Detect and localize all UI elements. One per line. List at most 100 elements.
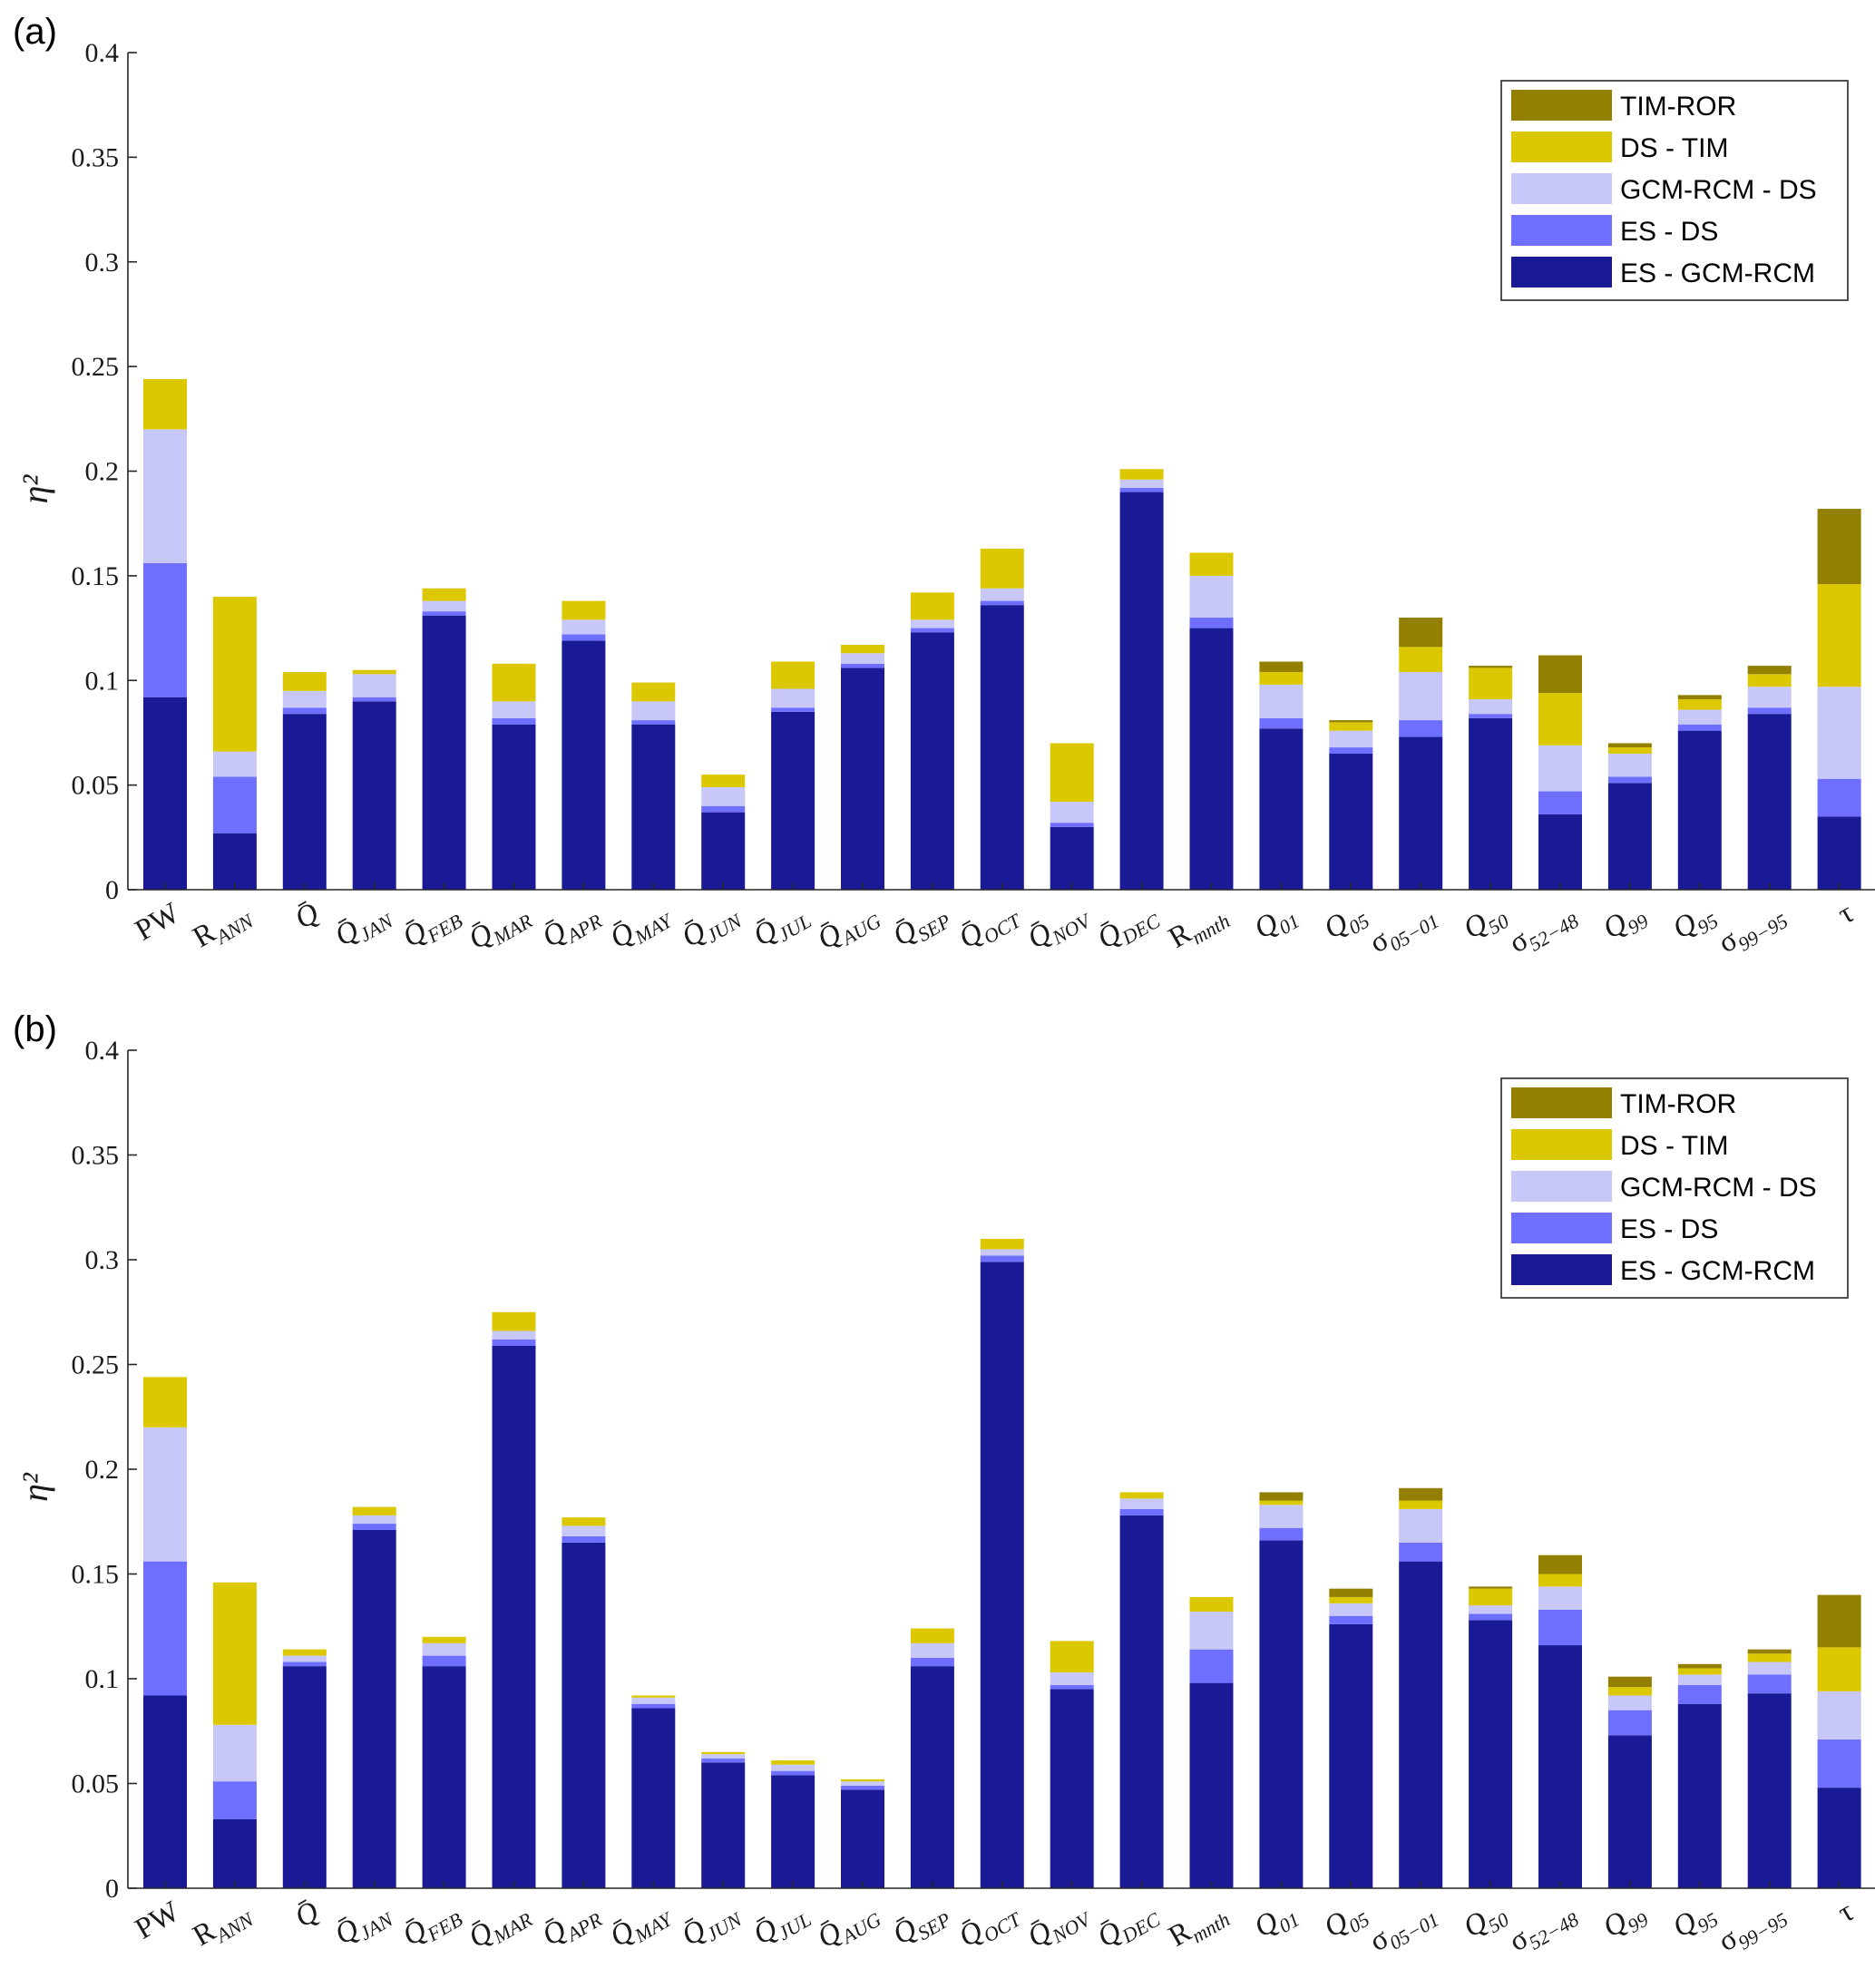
bar-segment — [1607, 1676, 1652, 1688]
bar-segment — [1677, 695, 1722, 700]
bar-segment — [771, 1775, 815, 1888]
bar-segment — [1677, 699, 1722, 710]
bar-segment — [422, 611, 466, 616]
x-tick-label: σ52−48 — [1504, 1895, 1583, 1963]
bar-segment — [1329, 747, 1373, 755]
bar-segment — [1538, 1645, 1582, 1888]
bar-segment — [492, 701, 536, 718]
bar-segment — [701, 1758, 746, 1763]
bar-segment — [1469, 699, 1513, 715]
bar-segment — [282, 690, 327, 708]
x-tick-label: σ99−95 — [1713, 1895, 1792, 1963]
legend-label: GCM-RCM - DS — [1620, 1173, 1817, 1203]
y-tick-label: 0.25 — [72, 1350, 120, 1380]
bar-segment — [980, 1255, 1024, 1262]
bar-segment — [212, 776, 257, 833]
x-tick-label: Q̄NOV — [1022, 1894, 1096, 1958]
bar-segment — [282, 707, 327, 715]
x-tick-label: Q50 — [1458, 1895, 1512, 1948]
x-tick-label: Q̄NOV — [1022, 895, 1096, 960]
bar-segment — [771, 661, 815, 689]
legend-label: TIM-ROR — [1620, 1089, 1736, 1119]
bar-segment — [631, 1703, 676, 1709]
x-tick-label: Q̄JUN — [677, 896, 747, 958]
bar-segment — [212, 1724, 257, 1782]
x-tick-label: Q̄AUG — [812, 1895, 884, 1959]
x-tick-label: Q50 — [1458, 897, 1512, 950]
legend-swatch — [1511, 257, 1612, 287]
bar-segment — [1259, 1492, 1304, 1501]
bar-segment — [1817, 816, 1861, 890]
x-tick-label: τ — [1832, 1895, 1859, 1930]
bar-segment — [422, 588, 466, 601]
x-tick-label: Q̄APR — [537, 896, 607, 958]
legend-swatch — [1511, 132, 1612, 162]
x-tick-label: Q̄FEB — [397, 1895, 466, 1957]
bar-segment — [1329, 1623, 1373, 1888]
bar-segment — [631, 724, 676, 890]
bar-segment — [1469, 714, 1513, 718]
x-tick-label: Q̄MAY — [605, 1894, 679, 1957]
bar-segment — [910, 619, 954, 629]
bar-segment — [1329, 722, 1373, 731]
bar-segment — [1259, 684, 1304, 718]
y-tick-label: 0.3 — [85, 1245, 120, 1275]
bar-segment — [771, 707, 815, 712]
bar-segment — [1538, 1609, 1582, 1646]
bar-segment — [1329, 1615, 1373, 1624]
y-tick-label: 0.4 — [85, 1036, 120, 1066]
legend-swatch — [1511, 1087, 1612, 1118]
y-tick-label: 0.1 — [85, 666, 120, 696]
bar-segment — [1817, 509, 1861, 585]
bar-segment — [1538, 745, 1582, 792]
bar-segment — [631, 1708, 676, 1888]
bar-segment — [1538, 1586, 1582, 1610]
bar-segment — [1399, 1508, 1443, 1543]
bar-segment — [1259, 1505, 1304, 1528]
bar-segment — [492, 1311, 536, 1331]
bar-segment — [1399, 647, 1443, 673]
legend-swatch — [1511, 1213, 1612, 1243]
x-tick-label: PW — [130, 896, 186, 947]
bar-segment — [980, 548, 1024, 589]
bar-segment — [1677, 709, 1722, 725]
bar-segment — [352, 701, 396, 890]
y-tick-label: 0.05 — [72, 771, 120, 801]
bar-segment — [1607, 1710, 1652, 1736]
bar-segment — [143, 378, 187, 430]
bar-segment — [352, 674, 396, 697]
bar-segment — [1747, 707, 1792, 715]
bar-segment — [1050, 1689, 1094, 1888]
bar-segment — [1119, 1498, 1164, 1509]
bar-segment — [1607, 776, 1652, 784]
bar-segment — [1189, 552, 1234, 576]
bar-segment — [1469, 1613, 1513, 1621]
y-tick-label: 0.3 — [85, 248, 120, 278]
bar-segment — [1050, 1641, 1094, 1673]
bar-segment — [1469, 666, 1513, 668]
x-tick-label: Q̄JAN — [329, 896, 397, 957]
bar-segment — [1607, 783, 1652, 890]
legend-label: ES - DS — [1620, 217, 1718, 247]
bar-segment — [1259, 1540, 1304, 1888]
bar-segment — [980, 1249, 1024, 1256]
bar-segment — [1747, 1662, 1792, 1675]
bar-segment — [910, 632, 954, 890]
bar-segment — [1677, 1668, 1722, 1675]
y-tick-label: 0.15 — [72, 561, 120, 591]
bar-segment — [1189, 1649, 1234, 1683]
bar-segment — [771, 1760, 815, 1765]
bar-segment — [352, 1524, 396, 1530]
bar-segment — [910, 1657, 954, 1667]
bar-segment — [910, 628, 954, 633]
legend-swatch — [1511, 1254, 1612, 1285]
y-axis-label: η² — [15, 1472, 55, 1502]
y-tick-label: 0.15 — [72, 1560, 120, 1590]
bar-segment — [352, 1506, 396, 1515]
bar-segment — [1817, 584, 1861, 687]
bar-segment — [422, 1642, 466, 1656]
legend: TIM-ROR DS - TIM GCM-RCM - DS ES - DS ES - G… — [1500, 1077, 1849, 1299]
